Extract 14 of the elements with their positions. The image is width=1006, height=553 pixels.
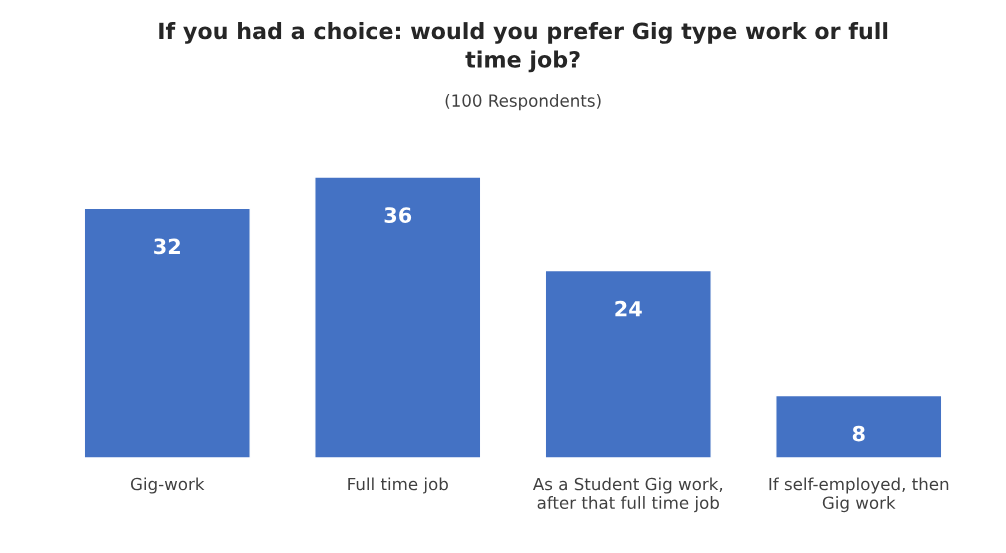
chart-subtitle: (100 Respondents) xyxy=(445,94,601,111)
x-tick-label: If self-employed, then Gig work xyxy=(769,477,949,513)
x-tick-label: Gig-work xyxy=(130,477,205,494)
bar xyxy=(775,394,943,458)
data-label: 24 xyxy=(615,300,642,317)
chart-title: If you had a choice: would you prefer Gig type work or full time job? xyxy=(159,22,888,73)
data-label: 8 xyxy=(852,425,865,442)
data-label: 36 xyxy=(384,207,412,223)
x-tick-label: As a Student Gig work, after that full time job xyxy=(532,477,723,513)
x-tick-label: Full time job xyxy=(348,477,448,494)
bar xyxy=(544,269,712,458)
bar xyxy=(83,207,251,458)
data-label: 32 xyxy=(154,238,180,255)
bar xyxy=(314,177,482,458)
